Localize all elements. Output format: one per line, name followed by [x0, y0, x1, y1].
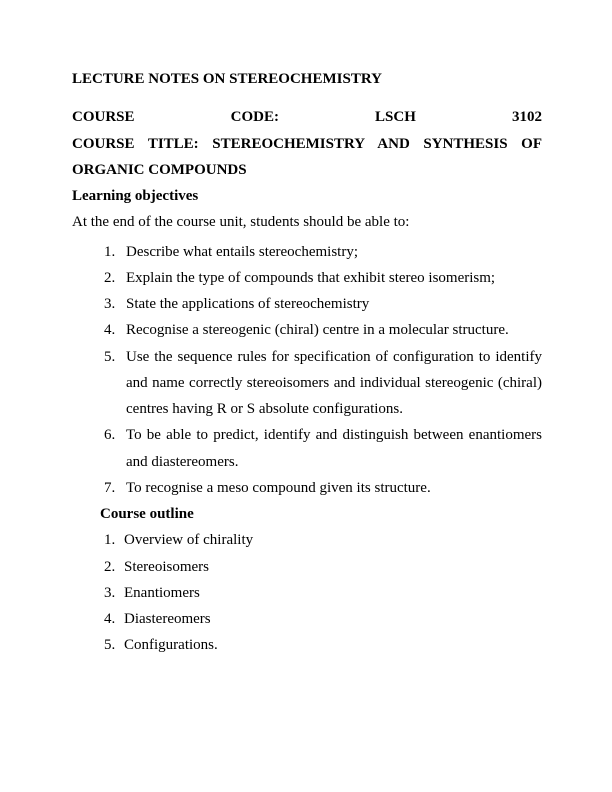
- list-number: 5.: [104, 632, 115, 658]
- list-text: Stereoisomers: [124, 559, 209, 575]
- list-number: 2.: [104, 554, 115, 580]
- objectives-list: 1.Describe what entails stereochemistry;…: [72, 239, 542, 502]
- list-text: Describe what entails stereochemistry;: [126, 244, 358, 260]
- list-text: State the applications of stereochemistr…: [126, 296, 369, 312]
- list-number: 3.: [104, 580, 115, 606]
- list-item: 3.Enantiomers: [124, 580, 542, 606]
- list-text: Enantiomers: [124, 585, 200, 601]
- learning-objectives-heading: Learning objectives: [72, 183, 542, 209]
- list-number: 1.: [104, 527, 115, 553]
- list-text: Use the sequence rules for specification…: [126, 349, 542, 418]
- list-item: 7.To recognise a meso compound given its…: [124, 475, 542, 501]
- course-code: COURSE CODE: LSCH 3102: [72, 104, 542, 130]
- list-item: 3.State the applications of stereochemis…: [124, 291, 542, 317]
- list-text: Recognise a stereogenic (chiral) centre …: [126, 322, 509, 338]
- lecture-title: LECTURE NOTES ON STEREOCHEMISTRY: [72, 66, 542, 92]
- list-item: 1.Describe what entails stereochemistry;: [124, 239, 542, 265]
- list-number: 1.: [104, 239, 115, 265]
- list-item: 2.Stereoisomers: [124, 554, 542, 580]
- list-item: 2.Explain the type of compounds that exh…: [124, 265, 542, 291]
- list-text: To recognise a meso compound given its s…: [126, 480, 431, 496]
- list-item: 5.Use the sequence rules for specificati…: [124, 344, 542, 423]
- list-number: 3.: [104, 291, 115, 317]
- list-text: To be able to predict, identify and dist…: [126, 427, 542, 469]
- list-number: 5.: [104, 344, 115, 370]
- list-text: Configurations.: [124, 637, 218, 653]
- list-number: 7.: [104, 475, 115, 501]
- list-text: Explain the type of compounds that exhib…: [126, 270, 495, 286]
- list-item: 6.To be able to predict, identify and di…: [124, 422, 542, 475]
- course-title-line1: COURSE TITLE: STEREOCHEMISTRY AND SYNTHE…: [72, 131, 542, 157]
- list-text: Overview of chirality: [124, 532, 253, 548]
- list-number: 4.: [104, 317, 115, 343]
- course-outline-heading: Course outline: [72, 501, 542, 527]
- list-item: 1.Overview of chirality: [124, 527, 542, 553]
- list-number: 2.: [104, 265, 115, 291]
- list-item: 4.Recognise a stereogenic (chiral) centr…: [124, 317, 542, 343]
- outline-list: 1.Overview of chirality 2.Stereoisomers …: [72, 527, 542, 658]
- list-item: 4.Diastereomers: [124, 606, 542, 632]
- list-number: 4.: [104, 606, 115, 632]
- course-title-line2: ORGANIC COMPOUNDS: [72, 157, 542, 183]
- list-item: 5.Configurations.: [124, 632, 542, 658]
- intro-text: At the end of the course unit, students …: [72, 209, 542, 235]
- list-number: 6.: [104, 422, 115, 448]
- list-text: Diastereomers: [124, 611, 211, 627]
